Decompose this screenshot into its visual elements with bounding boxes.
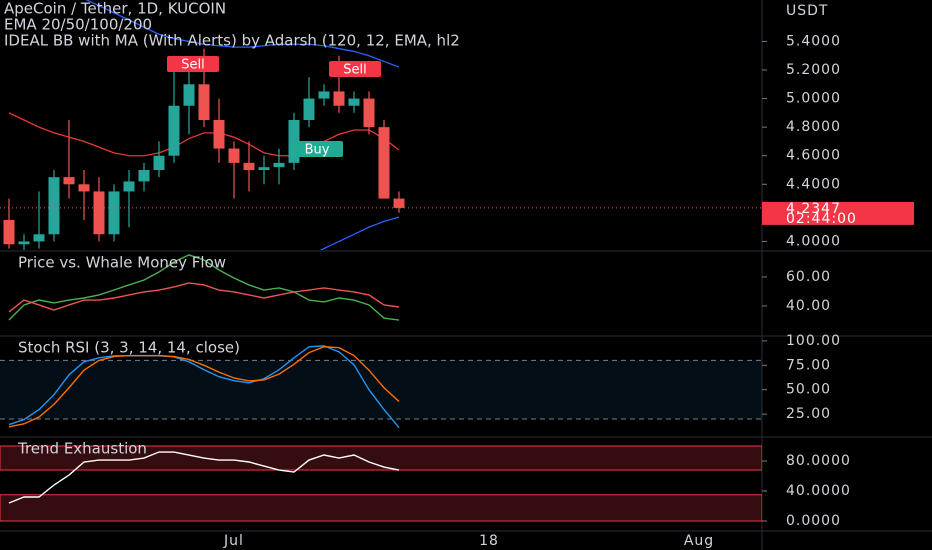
candle-body — [153, 155, 165, 170]
candle-body — [258, 167, 270, 170]
series-line — [8, 451, 400, 504]
y-tick-label: 4.8000 — [786, 119, 841, 135]
y-tick-label: 0.0000 — [786, 513, 841, 529]
countdown-label: 02:44:00 — [786, 211, 857, 227]
y-tick-label: 4.0000 — [786, 233, 841, 249]
candle-body — [93, 191, 105, 235]
pane-title: Trend Exhaustion — [17, 440, 147, 458]
y-tick-label: 60.00 — [786, 269, 831, 285]
candle-body — [63, 177, 75, 185]
y-tick-label: 5.4000 — [786, 33, 841, 49]
series-line — [8, 254, 400, 321]
candle-body — [393, 198, 405, 208]
y-tick-label: 100.00 — [786, 333, 841, 349]
signal-label: Sell — [181, 58, 204, 73]
overlay-line — [319, 216, 400, 250]
candle-body — [48, 177, 60, 235]
overlay-line — [85, 0, 400, 68]
y-tick-label: 50.00 — [786, 382, 831, 398]
candle-body — [213, 120, 225, 149]
chart-title: ApeCoin / Tether, 1D, KUCOIN — [4, 0, 226, 18]
y-tick-label: 4.6000 — [786, 148, 841, 164]
zone — [0, 445, 762, 471]
candle-body — [243, 162, 255, 170]
signal-box — [167, 56, 219, 72]
pane — [0, 445, 762, 522]
y-tick-label: 4.4000 — [786, 176, 841, 192]
pane-title: Price vs. Whale Money Flow — [18, 254, 226, 272]
last-price-box — [762, 201, 914, 225]
y-tick-label: 25.00 — [786, 406, 831, 422]
overlay-line — [8, 112, 400, 157]
zone — [0, 494, 762, 522]
x-tick-label: Aug — [684, 533, 714, 549]
y-tick-label: 5.2000 — [786, 62, 841, 78]
candle-body — [198, 84, 210, 120]
candle-body — [318, 91, 330, 99]
candle-body — [78, 184, 90, 192]
candle-body — [348, 98, 360, 106]
signal-box — [291, 141, 343, 157]
candle-body — [168, 105, 180, 156]
band — [0, 360, 762, 419]
series-line — [8, 282, 400, 313]
series-line — [8, 345, 400, 429]
pane — [8, 254, 400, 321]
unit-label: USDT — [786, 3, 828, 19]
y-tick-label: 5.0000 — [786, 91, 841, 107]
candle-body — [138, 170, 150, 182]
candle-body — [3, 220, 15, 245]
indicator-label: IDEAL BB with MA (With Alerts) by Adarsh… — [4, 32, 460, 50]
candle-body — [228, 148, 240, 163]
candle-body — [33, 234, 45, 242]
candle-body — [378, 127, 390, 199]
signal-label: Buy — [305, 143, 330, 158]
last-price-label: 4.2347 — [786, 201, 841, 217]
series-line — [8, 346, 400, 428]
candle-body — [333, 91, 345, 106]
indicator-label: EMA 20/50/100/200 — [4, 16, 152, 34]
signal-box — [329, 61, 381, 77]
y-tick-label: 40.0000 — [786, 483, 851, 499]
candle-body — [273, 162, 285, 168]
y-tick-label: 80.0000 — [786, 453, 851, 469]
x-tick-label: 18 — [479, 533, 499, 549]
x-tick-label: Jul — [223, 533, 244, 549]
candle-body — [183, 84, 195, 106]
candle-body — [18, 241, 30, 245]
candle-body — [108, 191, 120, 235]
signal-label: Sell — [343, 63, 366, 78]
pane-title: Stoch RSI (3, 3, 14, 14, close) — [18, 339, 240, 357]
y-tick-label: 40.00 — [786, 298, 831, 314]
candle-body — [303, 98, 315, 120]
pane — [0, 345, 762, 429]
y-tick-label: 75.00 — [786, 357, 831, 373]
candle-body — [363, 98, 375, 128]
candle-body — [123, 181, 135, 192]
